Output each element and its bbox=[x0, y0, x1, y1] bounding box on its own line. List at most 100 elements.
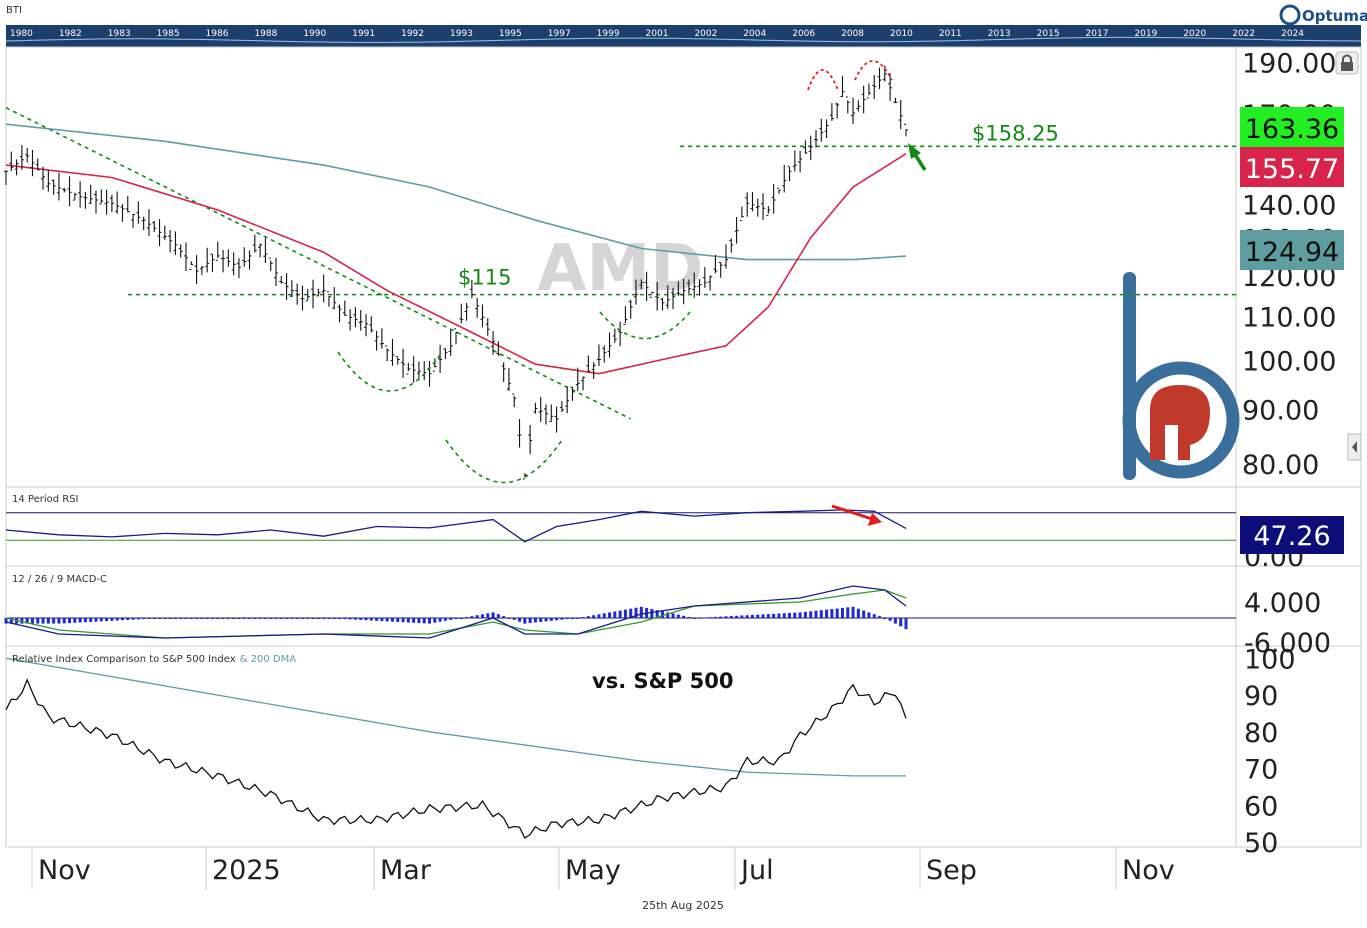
macd-histogram-bar bbox=[152, 618, 156, 619]
x-axis-label: 2025 bbox=[212, 855, 281, 886]
macd-histogram-bar bbox=[507, 618, 511, 619]
timeline-year-label[interactable]: 1992 bbox=[401, 29, 424, 39]
ma200-badge: 124.94 bbox=[1245, 237, 1339, 268]
macd-histogram-bar bbox=[279, 618, 283, 619]
collapse-panel-icon[interactable] bbox=[1347, 433, 1362, 461]
rsi-line bbox=[5, 509, 907, 543]
macd-histogram-bar bbox=[131, 618, 135, 620]
timeline-sparkline bbox=[5, 36, 1362, 43]
timeline-year-label[interactable]: 2024 bbox=[1281, 29, 1304, 39]
timeline-year-label[interactable]: 1993 bbox=[450, 29, 473, 39]
macd-histogram-bar bbox=[666, 612, 670, 618]
rsi-arrow-icon bbox=[868, 513, 882, 526]
macd-histogram-bar bbox=[629, 608, 633, 618]
macd-histogram-bar bbox=[634, 607, 638, 618]
macd-histogram-bar bbox=[258, 618, 262, 619]
timeline-year-label[interactable]: 2015 bbox=[1037, 29, 1060, 39]
macd-histogram-bar bbox=[428, 618, 432, 624]
timeline-year-label[interactable]: 2004 bbox=[743, 29, 766, 39]
macd-histogram-bar bbox=[200, 618, 204, 619]
relative-y-tick-label: 50 bbox=[1244, 828, 1278, 859]
timeline-year-label[interactable]: 1997 bbox=[548, 29, 571, 39]
macd-histogram-bar bbox=[30, 618, 34, 624]
timeline-year-label[interactable]: 1985 bbox=[157, 29, 180, 39]
macd-histogram-bar bbox=[650, 609, 654, 618]
b-logo-icon bbox=[1122, 272, 1240, 480]
timeline-year-label[interactable]: 2017 bbox=[1086, 29, 1109, 39]
timeline-year-label[interactable]: 1991 bbox=[352, 29, 375, 39]
macd-histogram-bar bbox=[142, 618, 146, 620]
macd-histogram-bar bbox=[68, 618, 72, 624]
timeline-year-label[interactable]: 2019 bbox=[1134, 29, 1157, 39]
macd-histogram-bar bbox=[560, 618, 564, 620]
macd-histogram-bar bbox=[332, 618, 336, 619]
lock-icon[interactable] bbox=[1335, 51, 1359, 75]
timeline-year-label[interactable]: 2020 bbox=[1183, 29, 1206, 39]
macd-histogram-bar bbox=[570, 618, 574, 619]
macd-histogram-bar bbox=[687, 616, 691, 618]
timeline-year-label[interactable]: 2022 bbox=[1232, 29, 1255, 39]
relative-line bbox=[5, 678, 907, 839]
macd-histogram-bar bbox=[25, 618, 29, 624]
relative-200dma-line bbox=[5, 657, 906, 777]
macd-histogram-bar bbox=[533, 618, 537, 623]
macd-histogram-bar bbox=[496, 614, 500, 618]
macd-histogram-bar bbox=[396, 618, 400, 622]
macd-signal-line bbox=[5, 589, 907, 639]
macd-histogram-bar bbox=[163, 618, 167, 619]
macd-histogram-bar bbox=[274, 618, 278, 619]
macd-histogram-bar bbox=[756, 614, 760, 618]
timeline-year-label[interactable]: 1986 bbox=[206, 29, 229, 39]
macd-histogram-bar bbox=[830, 609, 834, 618]
ticker-label: BTI bbox=[6, 5, 22, 16]
timeline-year-label[interactable]: 1999 bbox=[597, 29, 620, 39]
price-y-tick-label: 80.00 bbox=[1242, 450, 1319, 481]
macd-histogram-bar bbox=[798, 612, 802, 618]
head-arc bbox=[445, 439, 563, 484]
macd-histogram-bar bbox=[639, 606, 643, 618]
macd-histogram-bar bbox=[242, 618, 246, 619]
timeline-year-label[interactable]: 2011 bbox=[939, 29, 962, 39]
macd-histogram-bar bbox=[136, 618, 140, 620]
timeline-year-label[interactable]: 2001 bbox=[646, 29, 669, 39]
timeline-year-label[interactable]: 1995 bbox=[499, 29, 522, 39]
macd-histogram-bar bbox=[237, 618, 241, 619]
macd-histogram-bar bbox=[788, 612, 792, 618]
timeline-year-label[interactable]: 2008 bbox=[841, 29, 864, 39]
macd-histogram-bar bbox=[872, 614, 876, 618]
macd-histogram-bar bbox=[846, 607, 850, 618]
macd-histogram-bar bbox=[36, 618, 40, 624]
macd-histogram-bar bbox=[729, 616, 733, 618]
timeline-year-label[interactable]: 1983 bbox=[108, 29, 131, 39]
macd-histogram-bar bbox=[189, 618, 193, 619]
macd-histogram-bar bbox=[899, 618, 903, 627]
macd-histogram-bar bbox=[412, 618, 416, 623]
x-axis-label: Nov bbox=[1122, 855, 1175, 886]
timeline-bar[interactable] bbox=[6, 25, 1361, 47]
timeline-year-label[interactable]: 2013 bbox=[988, 29, 1011, 39]
macd-histogram-bar bbox=[682, 615, 686, 618]
relative-y-tick-label: 90 bbox=[1244, 681, 1278, 712]
x-axis-label: Jul bbox=[739, 855, 774, 886]
macd-histogram-bar bbox=[893, 618, 897, 624]
macd-histogram-bar bbox=[99, 618, 103, 622]
timeline-year-label[interactable]: 1990 bbox=[303, 29, 326, 39]
macd-histogram-bar bbox=[438, 618, 442, 622]
macd-histogram-bar bbox=[364, 618, 368, 621]
x-axis-label: May bbox=[565, 855, 621, 886]
macd-histogram-bar bbox=[470, 616, 474, 618]
macd-histogram-bar bbox=[772, 613, 776, 618]
macd-histogram-bar bbox=[263, 618, 267, 619]
timeline-year-label[interactable]: 1982 bbox=[59, 29, 82, 39]
macd-histogram-bar bbox=[782, 613, 786, 618]
timeline-year-label[interactable]: 1988 bbox=[254, 29, 277, 39]
macd-histogram-bar bbox=[433, 618, 437, 623]
timeline-year-label[interactable]: 2006 bbox=[792, 29, 815, 39]
macd-histogram-bar bbox=[618, 610, 622, 618]
timeline-year-label[interactable]: 2010 bbox=[890, 29, 913, 39]
macd-histogram-bar bbox=[655, 610, 659, 618]
timeline-year-label[interactable]: 2002 bbox=[694, 29, 717, 39]
timeline-year-label[interactable]: 1980 bbox=[10, 29, 33, 39]
macd-histogram-bar bbox=[713, 616, 717, 618]
macd-histogram-bar bbox=[523, 618, 527, 624]
